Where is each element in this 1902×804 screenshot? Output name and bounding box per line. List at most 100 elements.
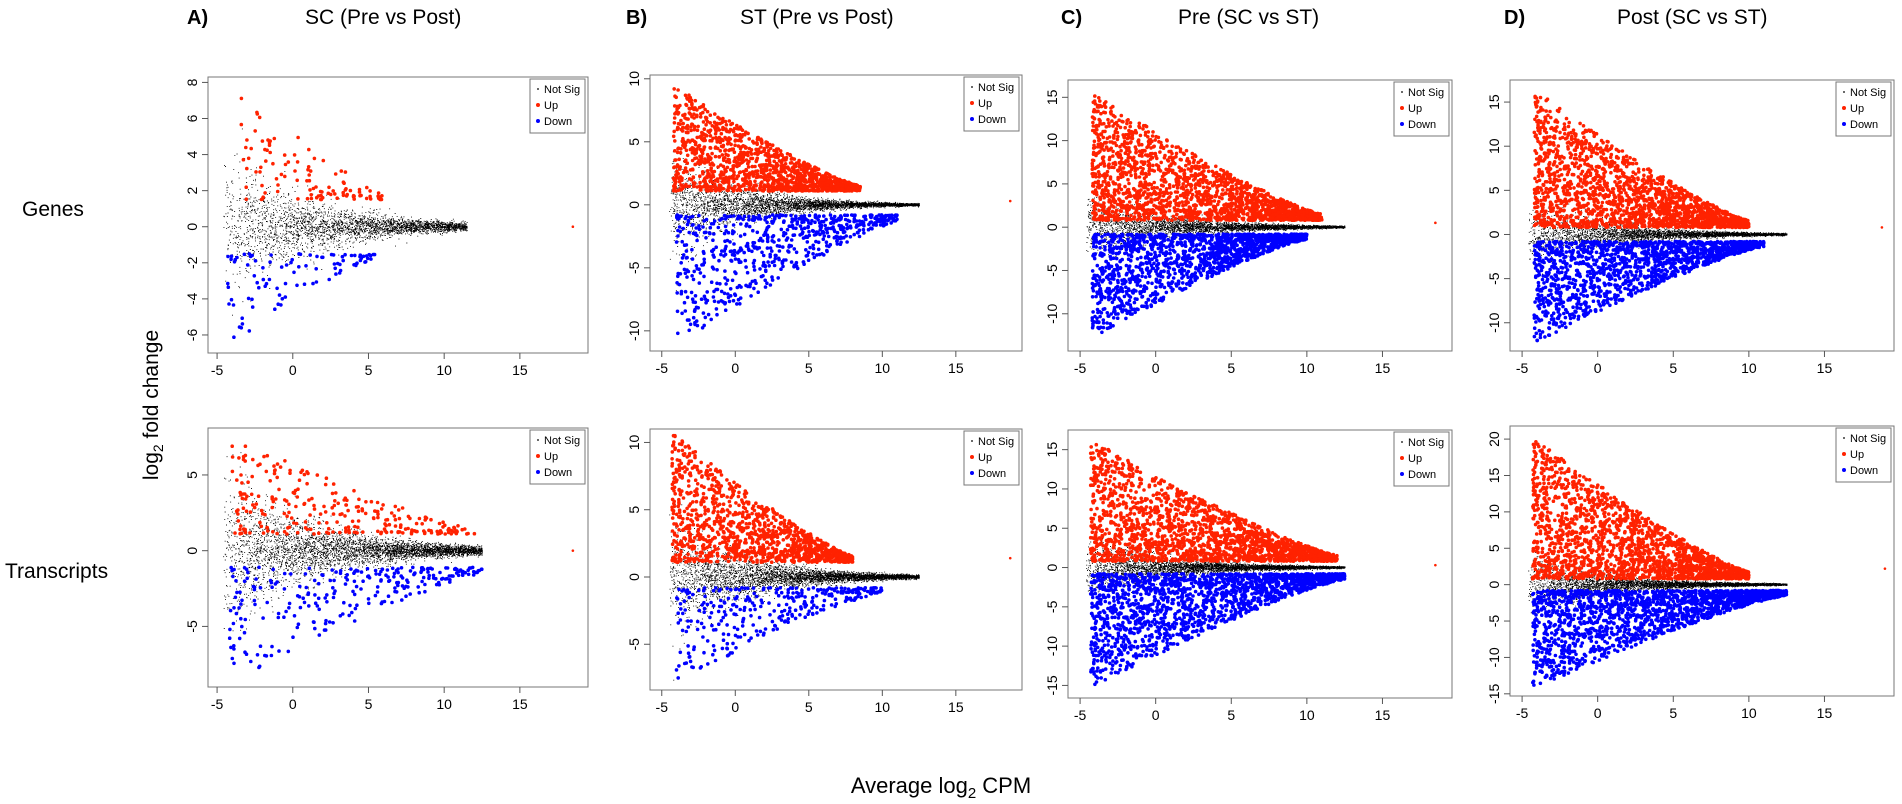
point-up	[765, 184, 769, 189]
point-down	[855, 230, 860, 235]
point-down	[749, 294, 753, 298]
point-up	[1101, 155, 1106, 159]
point-up	[1184, 148, 1189, 153]
point-down	[821, 219, 826, 224]
point-up	[1171, 214, 1176, 219]
point-up	[1154, 197, 1159, 201]
point-down	[737, 283, 742, 288]
point-up	[711, 173, 715, 177]
point-down	[842, 235, 846, 240]
point-down	[1162, 285, 1167, 290]
point-down	[716, 300, 721, 304]
point-up	[341, 193, 346, 198]
x-axis-label: Average log2 CPM	[851, 773, 1031, 802]
point-up	[1110, 209, 1115, 214]
point-up	[1226, 181, 1231, 185]
point-up	[1107, 206, 1112, 210]
point-down	[835, 242, 840, 246]
point-down	[712, 255, 716, 259]
point-up	[1114, 208, 1119, 213]
point-up	[768, 168, 773, 172]
point-up	[368, 194, 372, 199]
point-up	[748, 179, 752, 184]
point-down	[355, 261, 359, 266]
point-down	[807, 229, 811, 234]
point-up	[1175, 174, 1180, 178]
point-up	[1241, 216, 1246, 221]
point-up	[1097, 172, 1102, 176]
point-down	[735, 302, 739, 306]
point-up	[728, 148, 732, 152]
point-down	[773, 256, 778, 261]
point-up	[690, 101, 694, 106]
point-up	[698, 174, 702, 178]
point-down	[801, 217, 806, 221]
point-down	[1126, 257, 1131, 262]
point-down	[1180, 271, 1184, 276]
legend-swatch	[537, 88, 539, 90]
point-up	[1090, 164, 1095, 168]
point-up	[1108, 140, 1112, 144]
point-up	[780, 182, 784, 187]
point-up	[687, 106, 691, 111]
point-up	[703, 160, 708, 164]
point-up	[1205, 199, 1210, 204]
point-up	[699, 112, 703, 116]
point-up	[786, 165, 790, 169]
point-up	[1228, 188, 1232, 192]
point-down	[743, 258, 748, 263]
point-down	[807, 221, 811, 225]
point-up	[1105, 173, 1109, 178]
point-down	[794, 250, 799, 255]
point-down	[683, 271, 688, 276]
point-down	[688, 215, 692, 220]
point-down	[226, 254, 230, 259]
point-up	[254, 170, 258, 174]
point-down	[1224, 238, 1228, 243]
point-up	[1221, 176, 1225, 180]
point-up	[261, 195, 266, 199]
point-up	[1105, 194, 1110, 198]
point-up	[1171, 184, 1176, 188]
point-down	[834, 218, 839, 222]
point-down	[772, 263, 777, 268]
point-up	[1286, 202, 1291, 207]
point-down	[1098, 314, 1102, 319]
point-up	[1189, 184, 1193, 189]
point-up	[1199, 199, 1203, 203]
point-up	[676, 147, 680, 151]
point-up	[700, 137, 705, 142]
point-up	[1137, 143, 1141, 147]
point-down	[1107, 326, 1111, 330]
point-up	[690, 146, 695, 150]
point-down	[676, 228, 680, 233]
point-down	[722, 254, 726, 258]
point-up	[1229, 217, 1234, 221]
point-down	[353, 253, 357, 258]
point-up	[741, 178, 745, 182]
point-up	[1127, 181, 1131, 186]
point-up	[1165, 138, 1169, 143]
point-down	[1105, 311, 1110, 315]
y-tick-label: -5	[626, 261, 642, 274]
point-up	[365, 185, 369, 190]
point-up	[672, 129, 676, 134]
point-up	[1285, 212, 1290, 217]
point-up	[1143, 130, 1148, 135]
point-up	[693, 106, 697, 110]
point-up	[1160, 210, 1165, 214]
point-up	[752, 141, 756, 145]
point-up	[1181, 151, 1186, 156]
point-down	[1124, 316, 1128, 321]
point-down	[807, 213, 812, 218]
point-up	[376, 191, 381, 195]
point-up	[1181, 203, 1185, 208]
point-down	[1211, 265, 1216, 270]
point-up	[1143, 123, 1148, 128]
point-down	[893, 213, 898, 217]
point-up	[1147, 172, 1151, 176]
point-down	[677, 225, 682, 229]
point-down	[722, 291, 727, 296]
point-up	[1268, 195, 1273, 199]
point-up	[1118, 153, 1123, 158]
